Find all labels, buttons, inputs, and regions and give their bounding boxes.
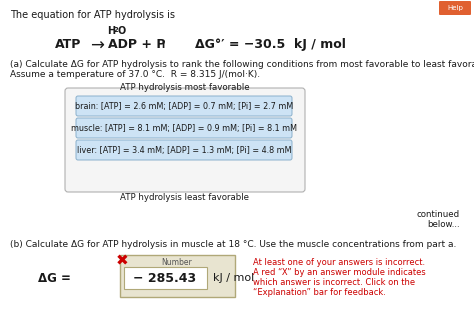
Text: The equation for ATP hydrolysis is: The equation for ATP hydrolysis is (10, 10, 175, 20)
Text: i: i (161, 41, 164, 50)
Text: ATP: ATP (55, 38, 82, 51)
Text: brain: [ATP] = 2.6 mM; [ADP] = 0.7 mM; [Pi] = 2.7 mM: brain: [ATP] = 2.6 mM; [ADP] = 0.7 mM; [… (75, 102, 293, 111)
Text: →: → (90, 37, 104, 55)
Text: kJ / mol: kJ / mol (213, 273, 254, 283)
Text: ✖: ✖ (116, 253, 128, 268)
Text: continued
below...: continued below... (417, 210, 460, 229)
Text: muscle: [ATP] = 8.1 mM; [ADP] = 0.9 mM; [Pi] = 8.1 mM: muscle: [ATP] = 8.1 mM; [ADP] = 0.9 mM; … (71, 123, 297, 133)
FancyBboxPatch shape (76, 140, 292, 160)
FancyBboxPatch shape (76, 118, 292, 138)
Text: (a) Calculate ΔG for ATP hydrolysis to rank the following conditions from most f: (a) Calculate ΔG for ATP hydrolysis to r… (10, 60, 474, 69)
FancyBboxPatch shape (120, 255, 235, 297)
Text: ADP + P: ADP + P (108, 38, 165, 51)
Text: At least one of your answers is incorrect.: At least one of your answers is incorrec… (253, 258, 425, 267)
Text: − 285.43: − 285.43 (134, 271, 197, 285)
Text: “Explanation” bar for feedback.: “Explanation” bar for feedback. (253, 288, 386, 297)
Text: Number: Number (162, 258, 192, 267)
Text: ΔG°′ = −30.5  kJ / mol: ΔG°′ = −30.5 kJ / mol (195, 38, 346, 51)
FancyBboxPatch shape (65, 88, 305, 192)
Text: Assume a temperature of 37.0 °C.  R = 8.315 J/(mol·K).: Assume a temperature of 37.0 °C. R = 8.3… (10, 70, 260, 79)
Text: H: H (107, 26, 115, 36)
Text: ATP hydrolysis least favorable: ATP hydrolysis least favorable (120, 193, 249, 202)
Text: 2: 2 (114, 27, 119, 33)
Text: liver: [ATP] = 3.4 mM; [ADP] = 1.3 mM; [Pi] = 4.8 mM: liver: [ATP] = 3.4 mM; [ADP] = 1.3 mM; [… (77, 145, 291, 155)
FancyBboxPatch shape (124, 267, 207, 289)
Text: which answer is incorrect. Click on the: which answer is incorrect. Click on the (253, 278, 415, 287)
FancyBboxPatch shape (76, 96, 292, 116)
Text: ΔG =: ΔG = (38, 272, 71, 285)
Text: A red “X” by an answer module indicates: A red “X” by an answer module indicates (253, 268, 426, 277)
Text: O: O (118, 26, 126, 36)
Text: ATP hydrolysis most favorable: ATP hydrolysis most favorable (120, 83, 250, 92)
Text: Help: Help (447, 5, 463, 11)
FancyBboxPatch shape (439, 1, 471, 15)
Text: (b) Calculate ΔG for ATP hydrolysis in muscle at 18 °C. Use the muscle concentra: (b) Calculate ΔG for ATP hydrolysis in m… (10, 240, 456, 249)
